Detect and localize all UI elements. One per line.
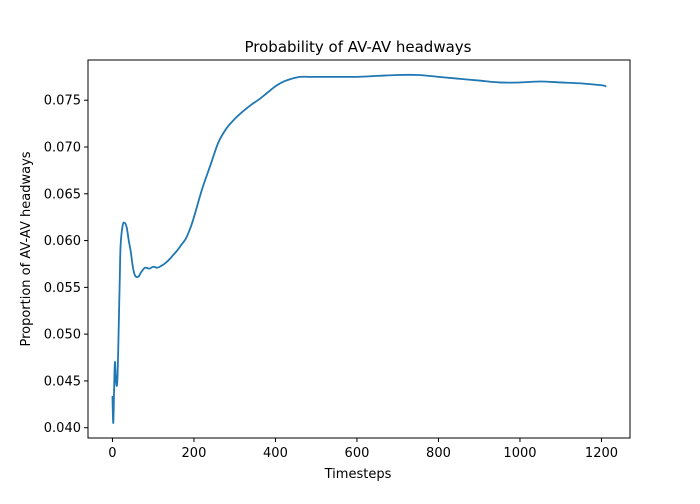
plot-frame bbox=[87, 59, 631, 439]
y-tick-label: 0.045 bbox=[44, 374, 81, 389]
y-tick-label: 0.055 bbox=[44, 281, 81, 296]
x-tick-label: 800 bbox=[426, 446, 451, 461]
y-tick-label: 0.070 bbox=[44, 141, 81, 156]
series-layer bbox=[111, 73, 607, 424]
x-tick-label: 0 bbox=[108, 446, 116, 461]
x-tick-label: 400 bbox=[263, 446, 288, 461]
x-axis-label: Timesteps bbox=[324, 467, 392, 482]
series-line-0 bbox=[111, 73, 607, 424]
x-tick-label: 1200 bbox=[585, 446, 618, 461]
x-axis-ticks: 0 200 400 600 800 1000 1200 bbox=[108, 438, 618, 461]
y-axis-label: Proportion of AV-AV headways bbox=[19, 151, 34, 346]
chart-title: Probability of AV-AV headways bbox=[245, 38, 472, 56]
y-axis-ticks: 0.040 0.045 0.050 0.055 0.060 0.065 0.070 0.075 bbox=[44, 94, 88, 436]
y-tick-label: 0.060 bbox=[44, 234, 81, 249]
y-tick-label: 0.065 bbox=[44, 187, 81, 202]
y-tick-label: 0.040 bbox=[44, 421, 81, 436]
x-tick-label: 600 bbox=[345, 446, 370, 461]
y-tick-label: 0.075 bbox=[44, 94, 81, 109]
y-tick-label: 0.050 bbox=[44, 328, 81, 343]
x-tick-label: 1000 bbox=[503, 446, 536, 461]
x-tick-label: 200 bbox=[182, 446, 207, 461]
